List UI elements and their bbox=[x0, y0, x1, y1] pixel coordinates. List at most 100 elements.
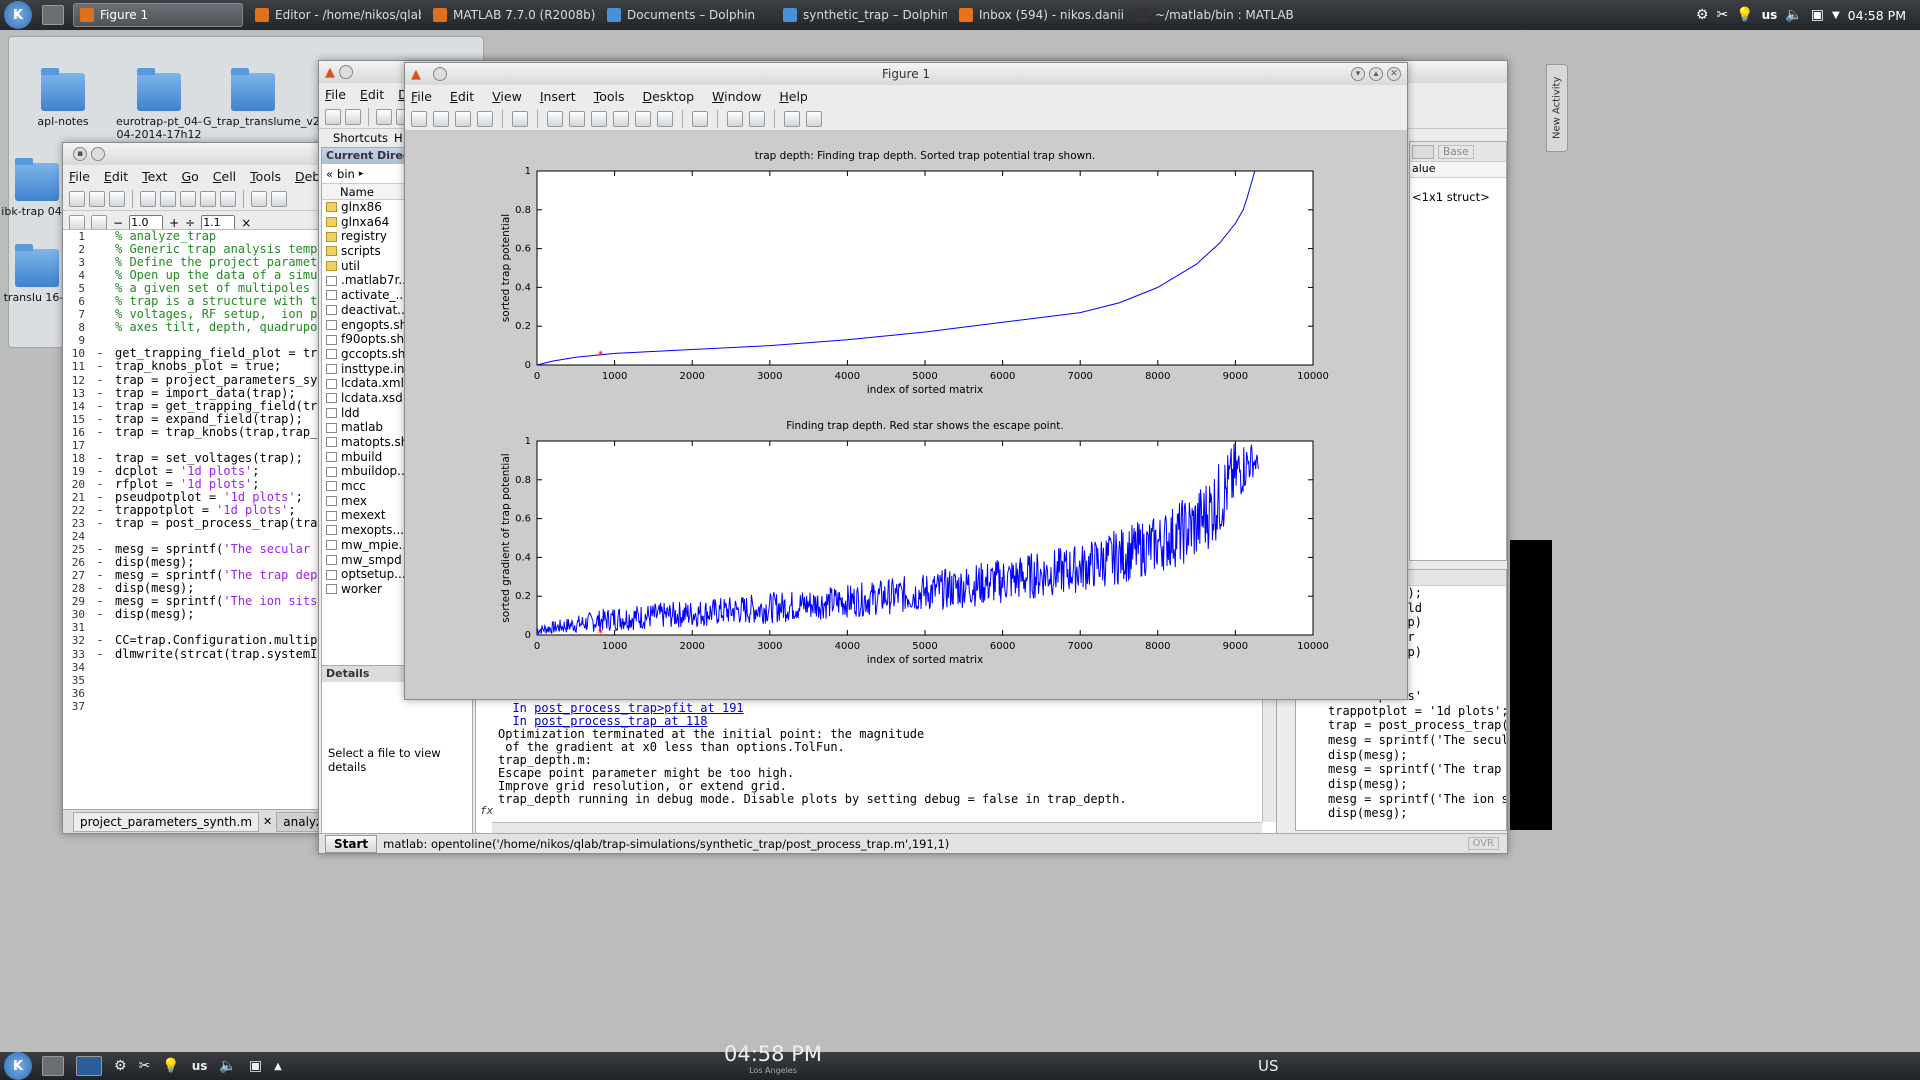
pin-icon[interactable] bbox=[91, 147, 105, 161]
open-file-icon[interactable] bbox=[345, 108, 361, 125]
pager-icon[interactable] bbox=[76, 1056, 102, 1076]
pin-icon[interactable] bbox=[433, 67, 447, 81]
taskbar-item[interactable]: Figure 1 bbox=[73, 3, 243, 27]
breakpoint-marker[interactable] bbox=[85, 269, 115, 282]
code-line[interactable]: 4 % Open up the data of a simulat bbox=[63, 269, 323, 283]
new-activity-tab[interactable]: New Activity bbox=[1546, 64, 1568, 152]
code-line[interactable]: 31 bbox=[63, 621, 323, 634]
editor-menu-text[interactable]: Text bbox=[142, 168, 168, 184]
code-line[interactable]: 18- trap = set_voltages(trap); bbox=[63, 450, 323, 465]
print-icon[interactable] bbox=[477, 110, 493, 127]
breakpoint-marker[interactable] bbox=[85, 674, 115, 687]
editor-menu-edit[interactable]: Edit bbox=[103, 168, 129, 184]
expand-tray-icon[interactable]: ▲ bbox=[274, 1060, 282, 1072]
breakpoint-marker[interactable]: - bbox=[96, 542, 104, 557]
history-item[interactable]: trap = post_process_trap( bbox=[1328, 718, 1506, 733]
plot-area[interactable]: 0 1000 2000 3000 4000 5000 6000 7000 8000 9000 100… bbox=[405, 133, 1408, 700]
file-list-item[interactable]: mbuildop... bbox=[322, 464, 404, 479]
settings-icon[interactable]: ⚙ bbox=[1695, 7, 1709, 23]
settings-icon[interactable]: ⚙ bbox=[114, 1058, 127, 1074]
breakpoint-marker[interactable]: - bbox=[96, 476, 104, 491]
editor-titlebar[interactable]: ▪ bbox=[63, 143, 323, 165]
figure-menu-file[interactable]: File bbox=[411, 88, 432, 104]
code-line[interactable]: 8 % axes tilt, depth, quadrupole bbox=[63, 321, 323, 335]
rotate-icon[interactable] bbox=[613, 110, 629, 127]
back-icon[interactable]: « bbox=[326, 166, 334, 181]
desktop-icon[interactable]: apl-notes bbox=[13, 68, 113, 128]
keyboard-layout[interactable]: us bbox=[191, 1059, 208, 1073]
breakpoint-marker[interactable] bbox=[85, 308, 115, 321]
file-list-item[interactable]: optsetup.... bbox=[322, 567, 404, 582]
breakpoint-marker[interactable] bbox=[85, 282, 115, 295]
stack-select[interactable]: Base bbox=[1438, 144, 1474, 159]
file-list-item[interactable]: registry bbox=[322, 229, 404, 244]
command-window[interactable]: In post_process_trap>pfit at 191 In post… bbox=[475, 697, 1277, 835]
battery-icon[interactable]: ▣ bbox=[1810, 7, 1824, 23]
vertical-scrollbar[interactable] bbox=[1262, 698, 1276, 822]
edit-plot-icon[interactable] bbox=[512, 110, 528, 127]
taskbar-item[interactable]: ~/matlab/bin : MATLAB bbox=[1129, 3, 1305, 27]
history-item[interactable]: mesg = sprintf('The trap bbox=[1328, 762, 1502, 777]
code-line[interactable]: 24 bbox=[63, 530, 323, 543]
file-list-item[interactable]: ldd bbox=[322, 406, 404, 421]
file-list-item[interactable]: mbuild bbox=[322, 450, 404, 465]
breadcrumb-item[interactable]: bin bbox=[337, 166, 355, 181]
chevron-right-icon[interactable]: ▸ bbox=[358, 168, 364, 179]
code-line[interactable]: 3 % Define the project parameters bbox=[63, 256, 323, 270]
breakpoint-marker[interactable] bbox=[85, 321, 115, 334]
code-line[interactable]: 26- disp(mesg); bbox=[63, 556, 323, 570]
file-list-item[interactable]: mw_mpie... bbox=[322, 538, 404, 553]
code-line[interactable]: 2 % Generic trap analysis templat bbox=[63, 243, 323, 257]
volume-icon[interactable]: 🔈 bbox=[219, 1058, 237, 1074]
file-list-item[interactable]: f90opts.sh bbox=[322, 332, 404, 347]
hide-plot-tools-icon[interactable] bbox=[784, 110, 800, 127]
breakpoint-marker[interactable]: - bbox=[96, 489, 104, 504]
code-editor[interactable]: 1 % analyze_trap 2 % Generic trap analysis … bbox=[63, 229, 323, 809]
taskbar-item[interactable]: MATLAB 7.7.0 (R2008b) bbox=[427, 3, 595, 27]
klipper-icon[interactable]: ✂ bbox=[1716, 7, 1729, 23]
code-line[interactable]: 30- disp(mesg); bbox=[63, 608, 323, 622]
file-list-item[interactable]: .matlab7r... bbox=[322, 273, 404, 288]
file-list-item[interactable]: deactivat... bbox=[322, 303, 404, 318]
open-file-icon[interactable] bbox=[89, 190, 105, 207]
code-line[interactable]: 36 bbox=[63, 687, 323, 700]
show-desktop-icon[interactable] bbox=[42, 5, 64, 25]
code-line[interactable]: 11- trap_knobs_plot = true; bbox=[63, 360, 323, 374]
kde-menu-icon[interactable]: K bbox=[4, 1052, 32, 1080]
file-list-item[interactable]: mcc bbox=[322, 479, 404, 494]
link-icon[interactable] bbox=[692, 110, 708, 127]
breakpoint-marker[interactable] bbox=[85, 661, 115, 674]
breakpoint-marker[interactable] bbox=[85, 700, 115, 713]
cut-icon[interactable] bbox=[376, 108, 392, 125]
figure-menu-edit[interactable]: Edit bbox=[449, 88, 475, 104]
breakpoint-marker[interactable]: - bbox=[96, 450, 104, 465]
editor-menu-file[interactable]: File bbox=[69, 168, 90, 184]
workspace-value[interactable]: <1x1 struct> bbox=[1412, 190, 1490, 204]
file-list-item[interactable]: lcdata.xml bbox=[322, 376, 404, 391]
close-tab-icon[interactable]: ✕ bbox=[263, 815, 273, 828]
minimize-icon[interactable]: ▾ bbox=[1351, 67, 1365, 81]
code-line[interactable]: 33- dlmwrite(strcat(trap.systemInfo bbox=[63, 647, 323, 661]
breakpoint-marker[interactable]: - bbox=[96, 633, 104, 648]
new-figure-icon[interactable] bbox=[411, 110, 427, 127]
editor-tab[interactable]: project_parameters_synth.m bbox=[73, 811, 260, 832]
file-list-item[interactable]: mexext bbox=[322, 508, 404, 523]
breakpoint-marker[interactable]: - bbox=[96, 581, 104, 596]
file-list-item[interactable]: worker bbox=[322, 582, 404, 597]
code-line[interactable]: 32- CC=trap.Configuration.multipole bbox=[63, 633, 323, 648]
window-menu-icon[interactable]: ▪ bbox=[73, 147, 87, 161]
divide-icon[interactable]: ÷ bbox=[185, 215, 196, 230]
history-item[interactable]: disp(mesg); bbox=[1328, 776, 1408, 791]
matlab-menu-edit[interactable]: Edit bbox=[359, 86, 385, 102]
fx-icon[interactable]: fx bbox=[480, 804, 494, 817]
error-link[interactable]: post_process_trap at 118 bbox=[534, 714, 708, 728]
show-plot-tools-icon[interactable] bbox=[806, 110, 822, 127]
code-line[interactable]: 17 bbox=[63, 439, 323, 452]
open-file-icon[interactable] bbox=[433, 110, 449, 127]
new-file-icon[interactable] bbox=[69, 190, 85, 207]
save-icon[interactable] bbox=[455, 110, 471, 127]
matlab-menu-file[interactable]: File bbox=[325, 86, 346, 102]
code-line[interactable]: 10- get_trapping_field_plot = true; bbox=[63, 347, 323, 361]
bottom-clock[interactable]: 04:58 PM Los Angeles bbox=[724, 1042, 822, 1075]
taskbar-item[interactable]: Inbox (594) - nikos.daniilidis@gm bbox=[953, 3, 1123, 27]
